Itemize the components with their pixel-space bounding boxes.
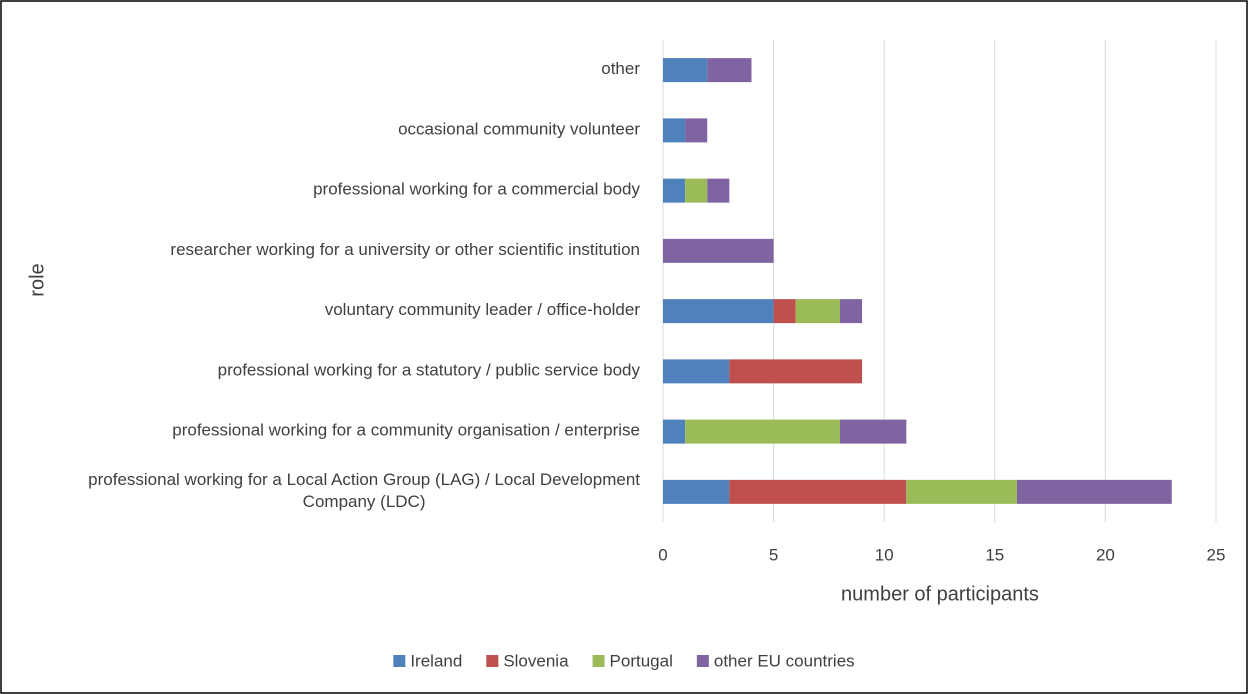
bar-segment [773,299,796,324]
bar-segment [663,238,774,263]
y-tick-label: other [601,60,640,79]
x-tick-label: 5 [769,545,778,564]
bar-segment [707,178,730,203]
legend-label: Ireland [410,651,462,670]
bar-segment [839,419,907,444]
y-tick-label: professional working for a statutory / p… [218,361,641,380]
bar-segment [707,58,752,83]
bar-segment [795,299,840,324]
x-tick-label: 25 [1207,545,1226,564]
y-tick-label: occasional community volunteer [398,120,640,139]
bar-segment [663,479,730,504]
x-tick-label: 0 [658,545,667,564]
y-tick-label: professional working for a Local Action … [88,470,640,511]
bar-segment [729,359,863,384]
legend-swatch [696,655,709,667]
bar-segment [663,178,686,203]
legend-label: Slovenia [503,651,569,670]
bar-segment [685,178,708,203]
legend-label: other EU countries [714,651,855,670]
legend-swatch [486,655,499,667]
bar-segment [663,58,708,83]
bar-segment [729,479,907,504]
x-axis-label: number of participants [841,583,1039,605]
bar-segment [685,118,708,143]
bar-segment [663,299,774,324]
y-axis-label: role [26,263,48,296]
legend-item: Slovenia [486,651,569,670]
bar-segment [839,299,863,324]
bar-segment [906,479,1017,504]
y-tick-label: professional working for a community org… [172,421,640,440]
bar-segment [663,419,686,444]
bar-segment [663,359,730,384]
legend-item: Portugal [592,651,673,670]
y-tick-label: voluntary community leader / office-hold… [325,301,641,320]
legend-item: other EU countries [696,651,855,670]
y-tick-label: professional working for a commercial bo… [313,180,640,199]
y-tick-label: researcher working for a university or o… [170,240,640,259]
legend-swatch [592,655,605,667]
bar-segment [685,419,840,444]
bar-segment [663,118,686,143]
legend-label: Portugal [610,651,673,670]
legend-swatch [393,655,406,667]
x-tick-label: 10 [875,545,894,564]
bar-segment [1016,479,1172,504]
legend-item: Ireland [393,651,462,670]
x-tick-label: 20 [1096,545,1115,564]
x-tick-label: 15 [985,545,1004,564]
